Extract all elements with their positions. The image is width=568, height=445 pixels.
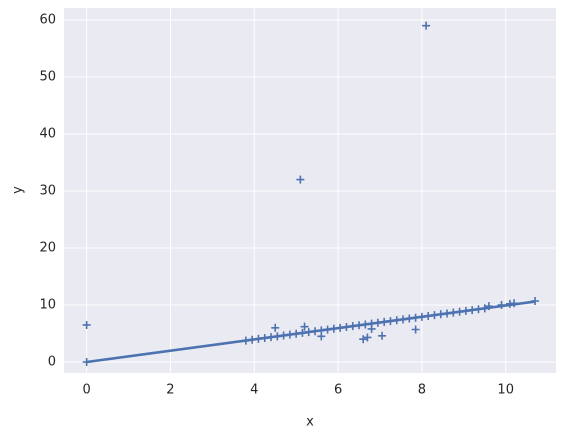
y-tick-label: 30 bbox=[39, 183, 56, 198]
point bbox=[296, 175, 305, 184]
y-tick-label: 0 bbox=[48, 354, 56, 369]
x-tick-label: 2 bbox=[166, 383, 174, 398]
y-tick-label: 40 bbox=[39, 126, 56, 141]
point bbox=[359, 335, 368, 344]
y-tick-label: 10 bbox=[39, 297, 56, 312]
point bbox=[363, 333, 372, 342]
y-tick-label: 50 bbox=[39, 69, 56, 84]
x-axis-label: x bbox=[306, 415, 314, 430]
point bbox=[378, 331, 387, 340]
regression-line bbox=[86, 300, 536, 364]
point bbox=[422, 21, 431, 30]
point bbox=[300, 322, 309, 331]
x-tick-label: 4 bbox=[250, 383, 258, 398]
point bbox=[82, 320, 91, 329]
x-tick-label: 8 bbox=[418, 383, 426, 398]
x-tick-label: 6 bbox=[334, 383, 342, 398]
y-axis-label: y bbox=[11, 186, 26, 194]
y-tick-label: 20 bbox=[39, 240, 56, 255]
point bbox=[271, 323, 280, 332]
y-tick-label: 60 bbox=[39, 12, 56, 27]
x-tick-label: 0 bbox=[82, 383, 90, 398]
x-tick-label: 10 bbox=[497, 383, 514, 398]
point bbox=[411, 325, 420, 334]
